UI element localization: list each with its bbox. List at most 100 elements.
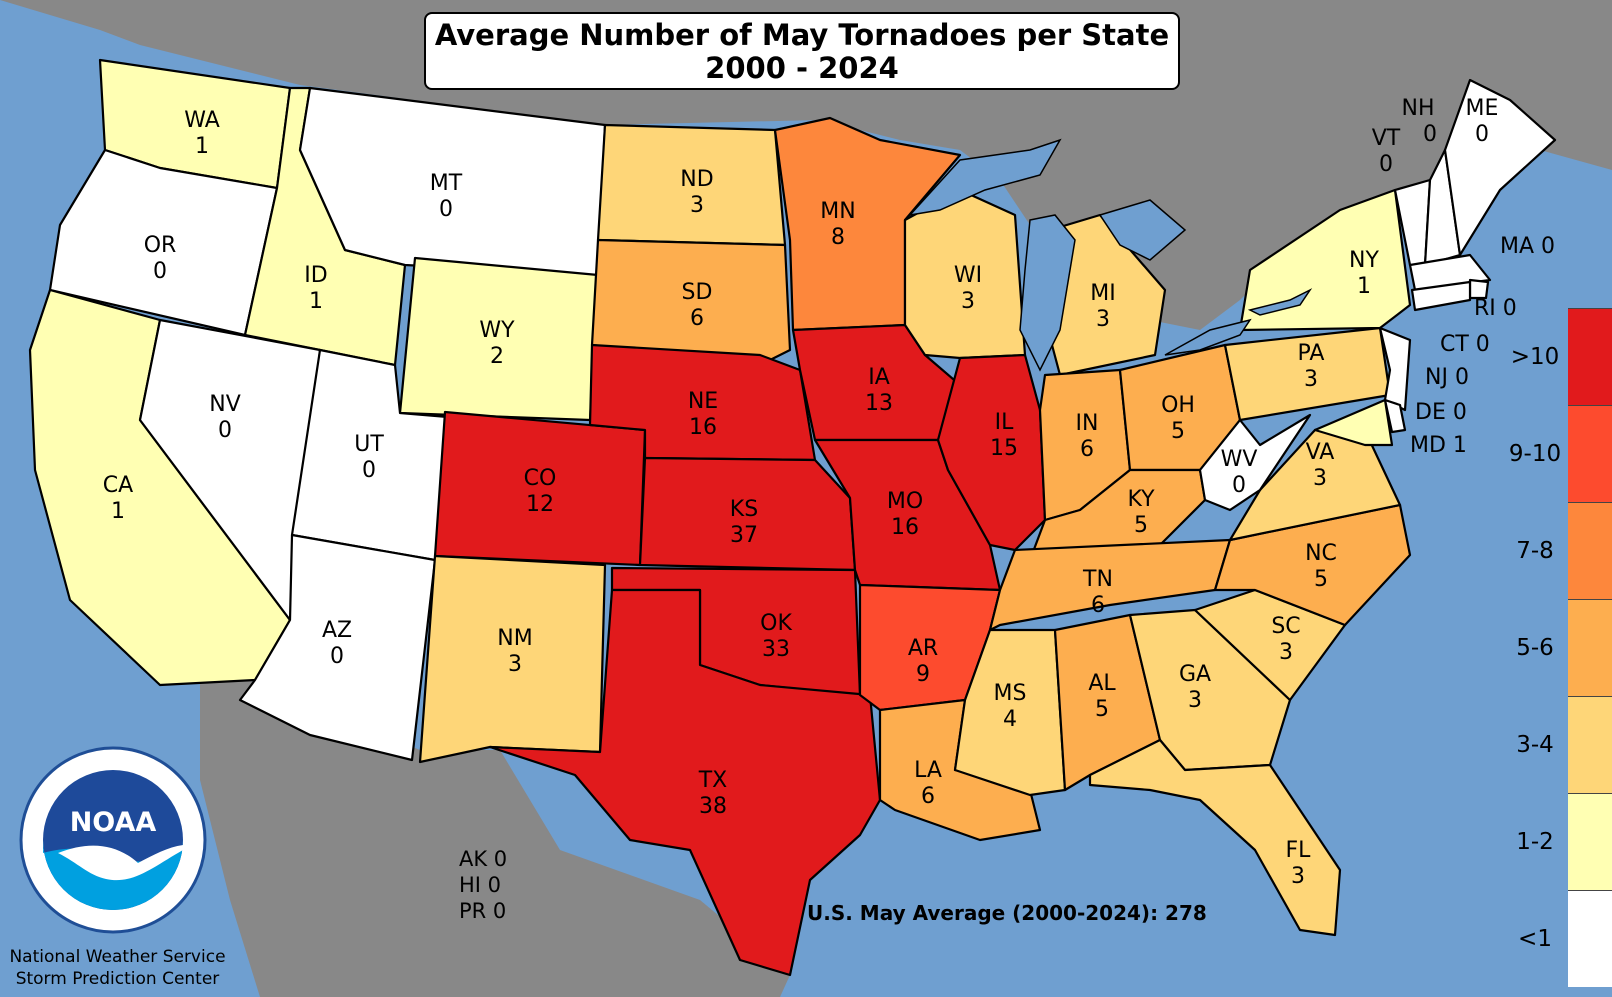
title-line-2: 2000 - 2024: [705, 51, 899, 85]
state-label-al: AL: [1088, 671, 1116, 696]
state-label-az: AZ: [322, 618, 352, 643]
great-lake-4: [1164, 318, 1252, 356]
state-label-la: LA: [914, 758, 942, 783]
state-value-sd: 6: [690, 306, 704, 331]
state-label-nh: NH: [1402, 96, 1435, 121]
great-lake-2: [1019, 214, 1076, 372]
territory-hi: HI 0: [459, 873, 502, 897]
legend-swatch: [1568, 405, 1612, 502]
state-label-nd: ND: [680, 167, 713, 192]
state-value-mo: 16: [891, 515, 919, 540]
legend-swatch: [1568, 793, 1612, 890]
state-label-nj: NJ 0: [1425, 365, 1469, 390]
state-value-az: 0: [330, 644, 344, 669]
state-label-nm: NM: [497, 626, 532, 651]
title-line-1: Average Number of May Tornadoes per Stat…: [434, 18, 1170, 52]
legend-swatch: [1568, 599, 1612, 696]
state-value-pa: 3: [1304, 367, 1318, 392]
state-label-sd: SD: [682, 280, 713, 305]
state-label-wv: WV: [1221, 447, 1258, 472]
legend-swatch: [1568, 308, 1612, 405]
state-label-il: IL: [995, 410, 1014, 435]
state-value-nh: 0: [1423, 122, 1437, 147]
state-label-mi: MI: [1090, 281, 1115, 306]
state-value-ok: 33: [762, 637, 790, 662]
state-label-wy: WY: [479, 318, 515, 343]
state-label-de: DE 0: [1415, 400, 1467, 425]
state-value-wi: 3: [961, 289, 975, 314]
state-label-or: OR: [144, 233, 177, 258]
state-value-nv: 0: [218, 418, 232, 443]
legend-labels: >10 9-10 7-8 5-6 3-4 1-2 <1: [1500, 308, 1570, 987]
state-label-sc: SC: [1271, 614, 1300, 639]
state-label-ks: KS: [730, 497, 758, 522]
state-ct: [1410, 280, 1472, 312]
state-tx: [488, 588, 882, 977]
state-label-vt: VT: [1372, 126, 1401, 151]
state-label-ar: AR: [908, 636, 938, 661]
us-total: U.S. May Average (2000-2024): 278: [807, 901, 1207, 925]
legend-label: 9-10: [1508, 440, 1562, 467]
state-value-fl: 3: [1291, 864, 1305, 889]
state-fl: [1088, 738, 1342, 937]
state-label-id: ID: [304, 263, 327, 288]
legend-swatch: [1568, 696, 1612, 793]
state-label-ca: CA: [103, 473, 133, 498]
state-label-ct: CT 0: [1440, 332, 1490, 357]
great-lake-5: [1247, 288, 1313, 316]
state-label-ri: RI 0: [1474, 296, 1517, 321]
state-label-fl: FL: [1286, 838, 1312, 863]
legend-swatches: [1568, 308, 1612, 987]
state-label-co: CO: [524, 466, 557, 491]
state-value-ms: 4: [1003, 707, 1017, 732]
state-label-nv: NV: [209, 392, 241, 417]
state-label-ky: KY: [1127, 487, 1155, 512]
state-value-va: 3: [1313, 466, 1327, 491]
state-label-tn: TN: [1082, 567, 1113, 592]
legend-swatch: [1568, 890, 1612, 987]
state-value-ks: 37: [730, 523, 758, 548]
legend-swatch: [1568, 502, 1612, 599]
noaa-logo: NOAA: [19, 746, 207, 934]
state-value-mt: 0: [439, 197, 453, 222]
state-label-ma: MA 0: [1500, 234, 1555, 259]
state-label-ia: IA: [868, 365, 890, 390]
state-value-il: 15: [990, 436, 1018, 461]
state-label-mn: MN: [820, 199, 855, 224]
state-value-co: 12: [526, 492, 554, 517]
state-value-ar: 9: [916, 662, 930, 687]
legend-label: 7-8: [1516, 537, 1554, 564]
state-de: [1383, 398, 1407, 434]
state-value-ut: 0: [362, 458, 376, 483]
state-value-nd: 3: [690, 193, 704, 218]
state-label-me: ME: [1466, 96, 1499, 121]
state-value-wy: 2: [490, 344, 504, 369]
state-value-tn: 6: [1091, 593, 1105, 618]
state-value-nc: 5: [1314, 567, 1328, 592]
state-value-sc: 3: [1279, 640, 1293, 665]
state-label-pa: PA: [1298, 341, 1325, 366]
legend-label: <1: [1518, 925, 1552, 952]
legend-label: >10: [1510, 343, 1560, 370]
legend-label: 3-4: [1516, 731, 1554, 758]
state-sd: [590, 238, 792, 367]
state-value-ny: 1: [1357, 274, 1371, 299]
legend-label: 5-6: [1516, 634, 1554, 661]
legend-label: 1-2: [1516, 828, 1554, 855]
territories-list: AK 0 HI 0 PR 0: [459, 846, 507, 924]
state-label-md: MD 1: [1410, 433, 1467, 458]
state-label-ga: GA: [1179, 662, 1211, 687]
state-value-nm: 3: [508, 652, 522, 677]
state-value-mn: 8: [831, 225, 845, 250]
state-label-nc: NC: [1305, 541, 1337, 566]
territory-ak: AK 0: [459, 847, 508, 871]
state-label-ms: MS: [994, 681, 1027, 706]
state-az: [238, 533, 437, 762]
canada-land: [0, 0, 1612, 330]
state-value-in: 6: [1080, 437, 1094, 462]
state-value-tx: 38: [699, 794, 727, 819]
state-value-wv: 0: [1232, 473, 1246, 498]
state-value-ga: 3: [1188, 688, 1202, 713]
state-label-va: VA: [1306, 440, 1335, 465]
